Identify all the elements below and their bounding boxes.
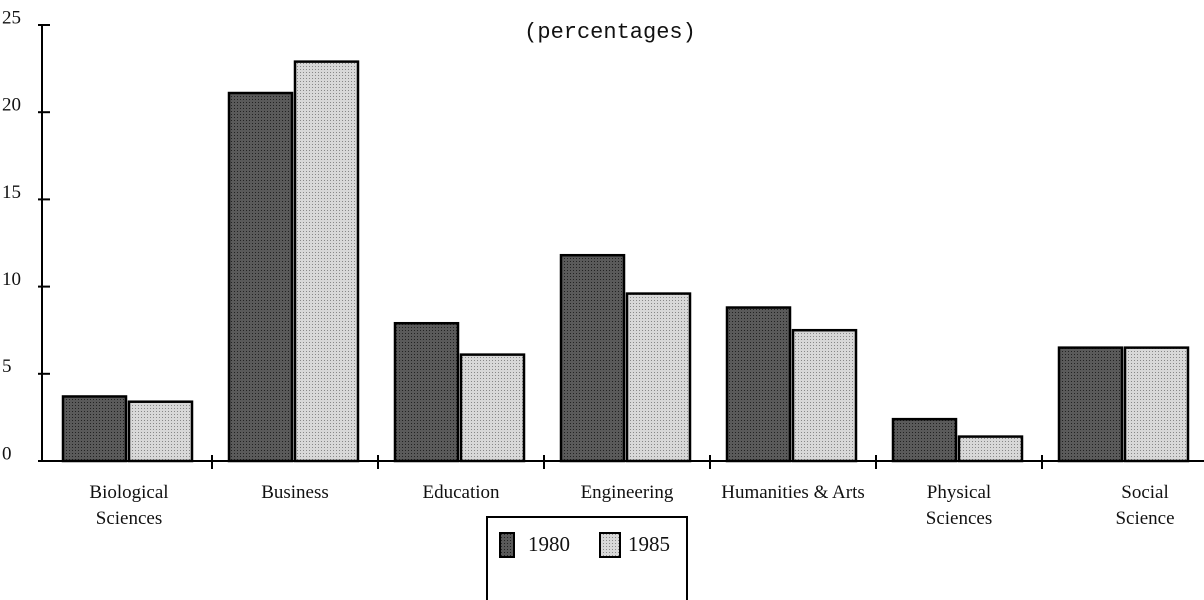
y-tick-label: 10 [2,269,21,290]
bar [459,353,526,463]
x-tick-label: Engineering [580,482,674,503]
bar [957,435,1024,463]
y-tick-label: 20 [2,95,21,116]
legend-box [486,516,688,600]
legend-label: 1985 [628,532,670,556]
bar [61,395,128,463]
legend-label: 1980 [528,532,570,556]
bar [293,60,360,463]
x-tick-label: Physical Sciences [925,482,993,529]
bar [1057,346,1124,463]
y-tick-label: 0 [2,443,12,464]
chart-title: (percentages) [524,20,696,45]
y-tick-label: 25 [2,7,21,28]
bar [625,292,692,463]
x-tick-label: Business [261,482,329,503]
y-tick-label: 15 [2,182,21,203]
bar [393,321,460,463]
legend-swatch [499,532,515,558]
y-tick-label: 5 [2,356,12,377]
bar [127,400,194,463]
x-tick-label: Education [422,482,500,503]
x-tick-label: Social Science [1115,482,1175,529]
bar [791,328,858,463]
legend-swatch [599,532,621,558]
bar [725,306,792,463]
bar [559,253,626,463]
bar [227,91,294,463]
x-tick-label: Biological Sciences [89,482,169,529]
bar [1123,346,1190,463]
x-tick-label: Humanities & Arts [721,482,865,503]
bar [891,417,958,463]
